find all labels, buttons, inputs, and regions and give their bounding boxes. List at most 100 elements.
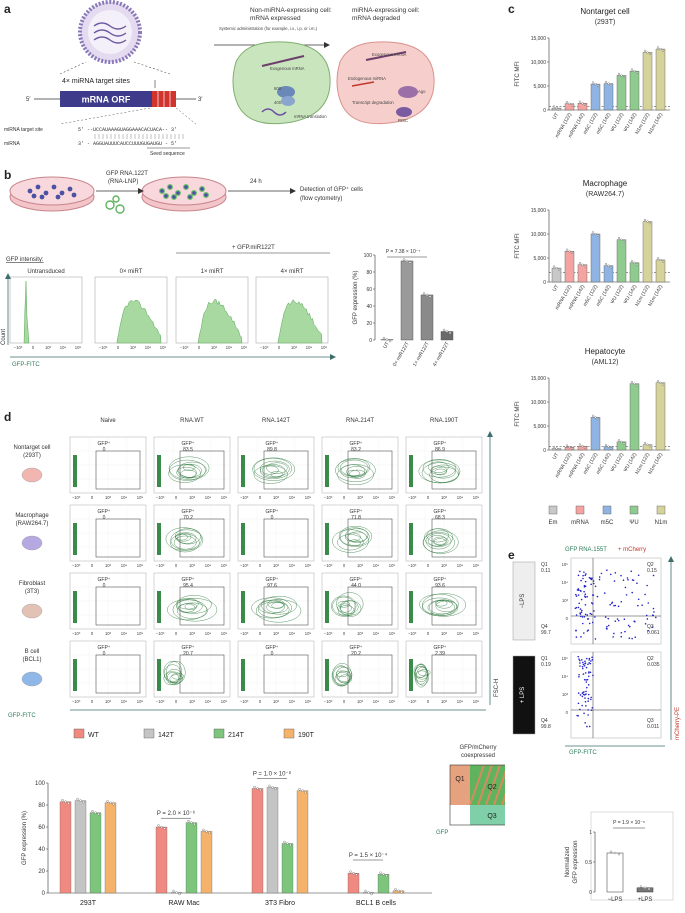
- d-bar-dot-0-3-0: [106, 800, 109, 803]
- cell1-label-60s: 60S: [274, 86, 282, 91]
- e-dot-0-70: [575, 606, 578, 609]
- legend-c-swatch-1: [575, 505, 585, 515]
- d-contour-0-1-2: [176, 466, 197, 479]
- e-dot-1-21: [578, 659, 581, 662]
- d-contour-2-1-1: [178, 603, 196, 613]
- legend-c-label-1: mRNA: [571, 520, 589, 526]
- d-tick-0-3-1: 0: [343, 495, 346, 500]
- d-tick-2-4-4: 10⁵: [473, 631, 480, 636]
- d-tick-1-3-4: 10⁵: [389, 563, 396, 568]
- chart-c-dot-0-1-2: [570, 104, 574, 107]
- d-gate-label-1-3: GFP⁺: [350, 509, 363, 515]
- d-neg-pop-1-2: [241, 523, 245, 555]
- d-quad-title-1: GFP/mCherry: [459, 745, 496, 751]
- e-dot-0-53: [598, 576, 601, 578]
- chart-c-dot-0-1-0: [565, 101, 569, 104]
- d-bar-ytick-80: 80: [38, 803, 45, 809]
- chart-c-dot-2-1-1: [568, 446, 571, 449]
- mirna-label: miRNA: [4, 141, 20, 147]
- d-bar-dot-2-1-2: [274, 787, 277, 791]
- d-contour-1-3-4: [337, 534, 364, 551]
- expressing-cell-icon: Exogenous mRNA Endogenous miRNA Ago Tran…: [336, 41, 435, 125]
- hist-tick-3-0: −10³: [260, 345, 269, 350]
- d-gate-1-1: [179, 518, 225, 558]
- d-contour-2-3-4: [340, 600, 362, 617]
- e-dot-0-109: [586, 614, 589, 616]
- d-tick-3-1-0: −10³: [156, 699, 165, 704]
- d-gate-label-0-1: GFP⁺: [182, 441, 195, 447]
- d-tick-3-2-0: −10³: [240, 699, 249, 704]
- d-bar-dot-1-2-2: [193, 822, 196, 826]
- chart-c-title-1: Macrophage: [583, 179, 628, 188]
- hist-title-2: 1× miRT: [201, 269, 224, 275]
- d-contour-3-1-7: [166, 660, 186, 685]
- e-dot-1-44: [587, 684, 590, 686]
- d-tick-3-0-1: 0: [91, 699, 94, 704]
- e-dot-0-105: [628, 625, 631, 628]
- e-dot-1-65: [578, 675, 580, 678]
- chart-c-title-2: Hepatocyte: [585, 347, 626, 356]
- d-gate-label-0-0: GFP⁺: [98, 441, 111, 447]
- bar-b-ytick-80: 80: [366, 270, 372, 276]
- chart-c-ylabel-0: FITC MFI: [515, 61, 521, 87]
- chart-c-subtitle-0: (293T): [595, 19, 616, 26]
- detection-label-1: Detection of GFP⁺ cells: [300, 186, 363, 193]
- e-dot-0-88: [620, 574, 622, 577]
- d-gate-label-2-1: GFP⁺: [182, 577, 195, 583]
- chart-c-dot-1-6-2: [635, 263, 639, 266]
- d-tick-3-3-1: 0: [343, 699, 346, 704]
- d-bar-dot-0-2-2: [97, 813, 100, 816]
- hist-tick-1-1: 0: [117, 345, 120, 350]
- bar-b-dot-2-2: [428, 295, 432, 298]
- d-quad-label-q1: Q1: [455, 776, 464, 783]
- e-dot-0-45: [581, 622, 584, 625]
- chart-c-dot-2-8-2: [661, 383, 665, 386]
- d-contour-2-3-7: [336, 592, 364, 616]
- chart-c-dot-0-4-2: [609, 84, 613, 87]
- e-cond-box-0: [512, 561, 536, 641]
- d-tick-1-4-4: 10⁵: [473, 563, 480, 568]
- d-bar-dot-2-0-1: [256, 787, 259, 790]
- d-bar-dot-1-1-1: [175, 891, 178, 894]
- e-dot-0-40: [622, 579, 625, 582]
- panel-letter-b: b: [4, 168, 12, 182]
- hist-tick-0-2: 10³: [45, 345, 52, 350]
- d-neg-pop-1-1: [157, 523, 161, 555]
- e-dot-0-82: [646, 584, 648, 587]
- d-tick-0-4-2: 10³: [441, 495, 448, 500]
- chart-c-dot-1-2-0: [578, 262, 582, 265]
- d-pvalue-1: P = 1.0 × 10⁻⁸: [253, 771, 292, 778]
- d-gate-0-1: [179, 450, 225, 490]
- d-bar-dot-1-1-2: [178, 892, 181, 896]
- e-dot-0-17: [584, 593, 587, 596]
- e-bar-ytick-0.5: 0.5: [585, 860, 592, 866]
- chart-c-ytick-1-10000: 10,000: [531, 232, 547, 238]
- hist-title-0: Untransduced: [27, 269, 64, 275]
- d-gate-label-1-0: GFP⁺: [98, 509, 111, 515]
- d-neg-pop-0-4: [409, 455, 413, 487]
- d-contour-2-4-3: [428, 600, 455, 615]
- d-contour-2-3-3: [339, 600, 359, 614]
- e-dot-1-56: [590, 698, 592, 701]
- chart-c-dot-1-4-0: [604, 263, 608, 266]
- e-dot-0-104: [604, 616, 607, 618]
- d-tick-0-4-3: 10⁴: [457, 495, 464, 500]
- d-contour-2-1-2: [176, 598, 199, 610]
- d-gate-label-0-3: GFP⁺: [350, 441, 363, 447]
- chart-c-dot-0-8-1: [659, 47, 662, 51]
- panel-letter-d: d: [4, 410, 12, 424]
- e-dot-0-21: [598, 578, 601, 581]
- e-bar-cat-0: −LPS: [608, 897, 623, 903]
- e-dot-0-96: [584, 580, 587, 583]
- panel-letter-a: a: [4, 2, 11, 16]
- d-tick-0-0-1: 0: [91, 495, 94, 500]
- bar-b-dot-1-1: [405, 259, 409, 263]
- e-dot-0-106: [588, 576, 591, 579]
- d-gate-value-0-2: 89.8: [267, 447, 277, 453]
- d-gate-value-3-2: 0: [271, 651, 274, 657]
- bar-b-cat-2: 1× miR122T: [412, 341, 431, 368]
- d-col-title-2: RNA.142T: [262, 418, 290, 424]
- d-bar-dot-3-0-1: [352, 872, 355, 875]
- e-dot-0-54: [590, 602, 593, 604]
- d-gate-label-0-4: GFP⁺: [434, 441, 447, 447]
